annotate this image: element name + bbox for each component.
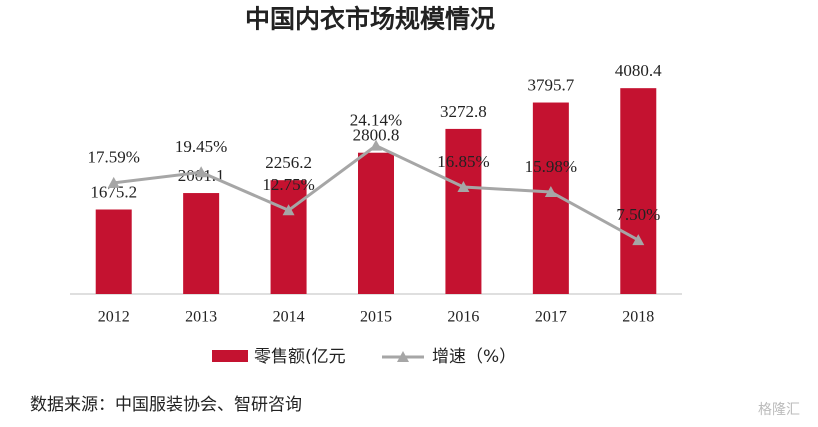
growth-marker xyxy=(282,204,295,216)
legend-marker xyxy=(397,351,409,362)
growth-value-label: 19.45% xyxy=(175,137,227,156)
x-tick-label: 2015 xyxy=(360,309,392,326)
source-note: 数据来源：中国服装协会、智研咨询 xyxy=(30,395,302,415)
chart-title: 中国内衣市场规模情况 xyxy=(245,5,495,34)
bar-value-label: 3272.8 xyxy=(440,102,487,121)
growth-marker xyxy=(632,234,645,246)
watermark: 格隆汇 xyxy=(758,402,800,418)
x-tick-label: 2016 xyxy=(447,309,479,326)
growth-value-label: 7.50% xyxy=(616,205,660,224)
bar-value-label: 2256.2 xyxy=(265,153,312,172)
x-tick-label: 2017 xyxy=(535,309,567,326)
x-tick-label: 2014 xyxy=(273,309,305,326)
growth-value-label: 17.59% xyxy=(88,148,140,167)
bar xyxy=(270,180,307,294)
x-tick-label: 2018 xyxy=(622,309,654,326)
growth-value-label: 15.98% xyxy=(525,157,577,176)
growth-marker xyxy=(544,185,557,197)
bar xyxy=(95,209,132,294)
growth-value-label: 24.14% xyxy=(350,111,402,130)
growth-marker xyxy=(195,166,208,178)
x-tick-label: 2013 xyxy=(185,309,217,326)
bar-value-label: 4080.4 xyxy=(615,61,662,80)
growth-marker xyxy=(370,139,382,151)
bar xyxy=(445,128,482,294)
x-tick-label: 2012 xyxy=(98,309,130,326)
growth-marker xyxy=(457,181,470,193)
bar-value-label: 3795.7 xyxy=(527,75,574,94)
growth-value-label: 16.85% xyxy=(437,152,489,171)
bar xyxy=(183,193,220,294)
legend-label: 零售额(亿元 xyxy=(254,347,346,367)
growth-value-label: 12.75% xyxy=(262,175,314,194)
bar xyxy=(620,88,657,294)
bar-value-label: 1675.2 xyxy=(90,182,137,201)
bar-value-label: 2800.8 xyxy=(353,126,400,145)
legend-swatch xyxy=(212,350,248,362)
bar xyxy=(358,152,394,294)
legend-label: 增速（%） xyxy=(432,347,516,367)
growth-marker xyxy=(107,176,120,188)
